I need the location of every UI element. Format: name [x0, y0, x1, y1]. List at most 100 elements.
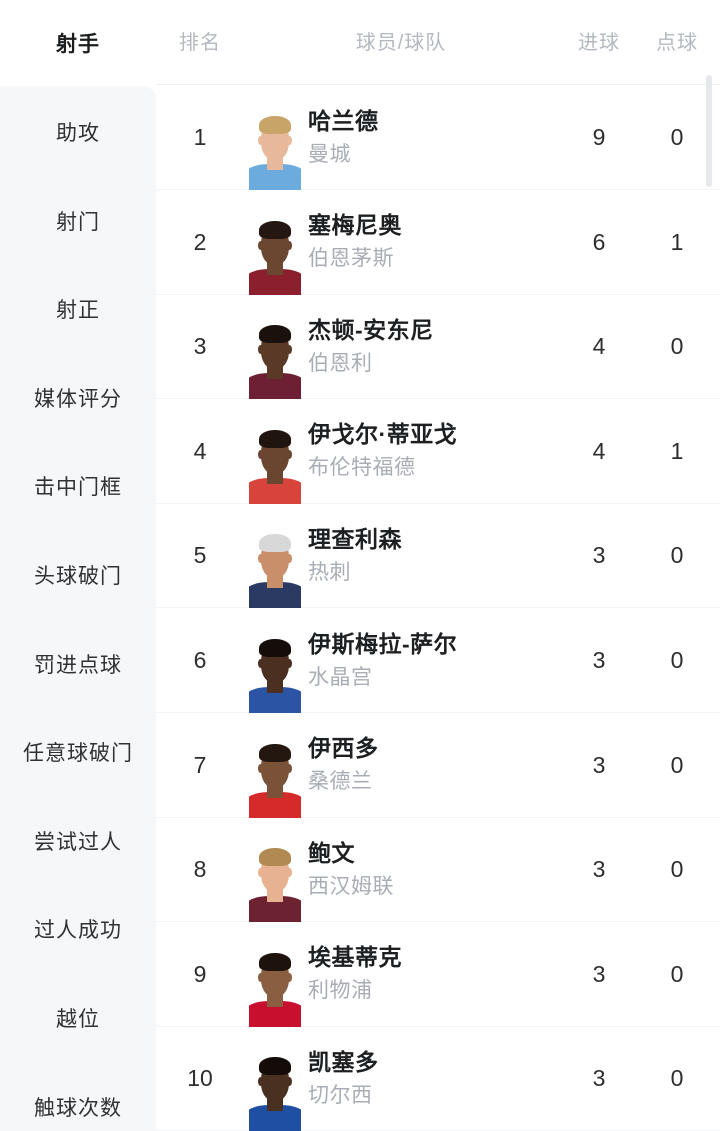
hair-shape: [259, 534, 291, 553]
ear-right-shape: [287, 868, 292, 878]
avatar: [249, 627, 301, 713]
cell-player: 埃基蒂克 利物浦: [308, 922, 556, 1027]
cell-player: 伊戈尔·蒂亚戈 布伦特福德: [308, 399, 556, 504]
ear-right-shape: [287, 763, 292, 773]
table-row[interactable]: 5 理查利森 热刺 3 0: [156, 503, 720, 609]
table-row[interactable]: 4 伊戈尔·蒂亚戈 布伦特福德 4 1: [156, 399, 720, 504]
sidebar-item-label: 射正: [56, 299, 100, 323]
cell-player: 伊斯梅拉-萨尔 水晶宫: [308, 608, 556, 713]
sidebar-item-0[interactable]: 射手: [0, 0, 156, 86]
player-name[interactable]: 杰顿-安东尼: [308, 316, 434, 343]
cell-player: 哈兰德 曼城: [308, 85, 556, 190]
player-team[interactable]: 热刺: [308, 560, 351, 584]
sidebar-item-1[interactable]: 助攻: [0, 88, 156, 176]
sidebar-item-12[interactable]: 触球次数: [0, 1063, 156, 1131]
table-row[interactable]: 8 鲍文 西汉姆联 3 0: [156, 817, 720, 923]
sidebar-item-label: 头球破门: [34, 565, 122, 588]
sidebar-item-8[interactable]: 任意球破门: [0, 708, 156, 796]
sidebar-item-4[interactable]: 媒体评分: [0, 354, 156, 442]
player-team[interactable]: 西汉姆联: [308, 874, 394, 898]
cell-rank: 1: [193, 124, 207, 150]
ear-right-shape: [287, 972, 292, 982]
avatar: [249, 731, 301, 818]
sidebar-item-label: 任意球破门: [23, 742, 133, 766]
ear-left-shape: [258, 136, 263, 145]
sidebar-item-9[interactable]: 尝试过人: [0, 797, 156, 885]
sidebar-item-5[interactable]: 击中门框: [0, 442, 156, 530]
player-name[interactable]: 理查利森: [308, 525, 402, 552]
hair-shape: [259, 848, 291, 867]
player-team[interactable]: 布伦特福德: [308, 456, 416, 480]
cell-player: 鲍文 西汉姆联: [308, 817, 556, 922]
table-row[interactable]: 1 哈兰德曼城 9 0: [156, 85, 720, 190]
column-header-player[interactable]: 球员/球队: [355, 32, 447, 54]
sidebar-item-label: 触球次数: [34, 1096, 122, 1120]
sidebar-item-label: 尝试过人: [34, 830, 122, 854]
cell-player: 理查利森 热刺: [308, 503, 556, 608]
cell-penalties: 0: [670, 124, 684, 150]
ear-right-shape: [287, 659, 292, 668]
player-name[interactable]: 鲍文: [308, 839, 355, 866]
sidebar-item-3[interactable]: 射正: [0, 265, 156, 353]
table-row[interactable]: 3 杰顿-安东尼 伯恩利 4 0: [156, 294, 720, 400]
cell-player: 杰顿-安东尼 伯恩利: [308, 294, 556, 399]
column-header-penalties[interactable]: 点球: [656, 32, 698, 54]
player-team[interactable]: 利物浦: [308, 979, 373, 1003]
cell-goals: 9: [592, 124, 606, 150]
column-header-goals[interactable]: 进球: [578, 32, 620, 54]
vertical-scrollbar-thumb[interactable]: [706, 75, 712, 187]
cell-rank: 9: [193, 960, 207, 987]
cell-penalties: 0: [670, 960, 684, 987]
sidebar-item-6[interactable]: 头球破门: [0, 531, 156, 619]
avatar: [249, 836, 301, 923]
sidebar-item-7[interactable]: 罚进点球: [0, 620, 156, 708]
hair-shape: [259, 220, 291, 239]
sidebar-item-label: 击中门框: [34, 476, 122, 500]
cell-player: 塞梅尼奥 伯恩茅斯: [308, 190, 556, 295]
player-photo: [246, 313, 304, 400]
ear-left-shape: [258, 554, 263, 564]
cell-goals: 6: [592, 228, 606, 255]
cell-penalties: 0: [670, 647, 684, 673]
sidebar-item-2[interactable]: 射门: [0, 177, 156, 265]
column-header-rank[interactable]: 排名: [179, 32, 221, 54]
cell-player: 凯塞多 切尔西: [308, 1026, 556, 1131]
cell-rank: 7: [193, 751, 207, 778]
ear-right-shape: [287, 554, 292, 564]
player-name[interactable]: 哈兰德: [308, 107, 379, 134]
ear-left-shape: [258, 449, 263, 459]
cell-penalties: 1: [670, 228, 684, 255]
sidebar-item-label: 射手: [56, 33, 100, 56]
table-row[interactable]: 2 塞梅尼奥伯恩茅斯 6 1: [156, 190, 720, 295]
sidebar-item-label: 射门: [56, 210, 100, 234]
table-row[interactable]: 6 伊斯梅拉-萨尔 水晶宫 3 0: [156, 608, 720, 713]
cell-rank: 2: [193, 228, 207, 255]
avatar: [249, 313, 301, 400]
player-team[interactable]: 伯恩茅斯: [308, 247, 394, 271]
cell-goals: 3: [592, 960, 606, 987]
player-name[interactable]: 伊戈尔·蒂亚戈: [308, 421, 458, 448]
hair-shape: [259, 743, 291, 762]
player-team[interactable]: 水晶宫: [308, 665, 373, 689]
player-name[interactable]: 伊西多: [308, 735, 379, 762]
table-row[interactable]: 9 埃基蒂克利物浦 3 0: [156, 922, 720, 1027]
vertical-scrollbar-track[interactable]: [706, 0, 716, 1131]
table-row[interactable]: 7 伊西多 桑德兰 3 0: [156, 713, 720, 818]
player-photo: [246, 627, 304, 713]
table-row[interactable]: 10 凯塞多 切尔西 3 0: [156, 1026, 720, 1131]
player-name[interactable]: 塞梅尼奥: [308, 212, 402, 239]
sidebar-item-11[interactable]: 越位: [0, 974, 156, 1062]
player-name[interactable]: 埃基蒂克: [308, 944, 402, 971]
player-name[interactable]: 伊斯梅拉-萨尔: [308, 630, 458, 657]
cell-penalties: 0: [670, 333, 684, 360]
cell-penalties: 1: [670, 437, 684, 464]
player-team[interactable]: 桑德兰: [308, 770, 373, 794]
player-name[interactable]: 凯塞多: [308, 1048, 379, 1075]
avatar: [249, 1045, 301, 1131]
player-team[interactable]: 切尔西: [308, 1083, 373, 1107]
player-team[interactable]: 伯恩利: [308, 351, 373, 375]
ear-right-shape: [287, 345, 292, 355]
sidebar-item-10[interactable]: 过人成功: [0, 885, 156, 973]
player-team[interactable]: 曼城: [308, 142, 351, 166]
player-photo: [246, 731, 304, 818]
